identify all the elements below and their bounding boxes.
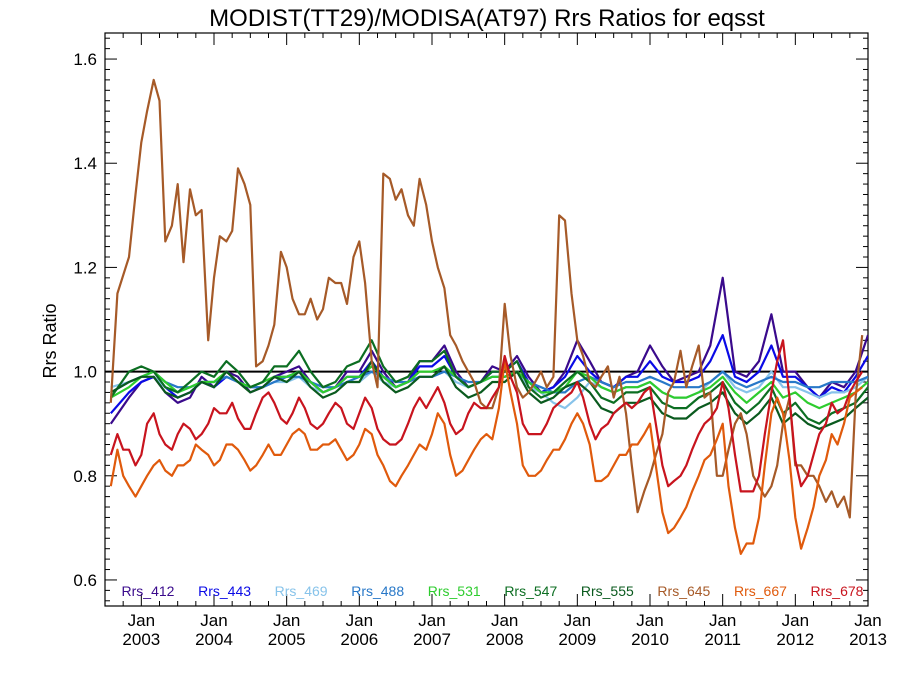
legend-entry-rrs-531: Rrs_531 [428, 583, 481, 599]
x-tick-label-year: 2012 [776, 630, 814, 649]
legend-entry-rrs-555: Rrs_555 [581, 583, 634, 599]
axis-ticks: 0.60.81.01.21.41.6Jan2003Jan2004Jan2005J… [73, 33, 887, 649]
y-tick-label: 1.4 [73, 154, 97, 173]
x-tick-label-month: Jan [273, 611, 300, 630]
plot-frame [104, 32, 869, 607]
x-tick-label-year: 2010 [631, 630, 669, 649]
x-tick-label-year: 2003 [122, 630, 160, 649]
series-line-rrs-547 [109, 339, 868, 425]
x-tick-label-month: Jan [346, 611, 373, 630]
x-tick-label-month: Jan [491, 611, 518, 630]
series-lines [109, 78, 868, 556]
series-line-rrs-678 [109, 339, 864, 493]
x-tick-label-year: 2011 [704, 630, 741, 649]
legend-entry-rrs-678: Rrs_678 [811, 583, 864, 599]
x-tick-label-year: 2008 [486, 630, 524, 649]
chart-title: MODIST(TT29)/MODISA(AT97) Rrs Ratios for… [209, 5, 765, 32]
x-tick-label-month: Jan [782, 611, 809, 630]
x-tick-label-month: Jan [128, 611, 155, 630]
legend-entry-rrs-547: Rrs_547 [504, 583, 557, 599]
x-tick-label-year: 2007 [413, 630, 451, 649]
x-tick-label-year: 2009 [558, 630, 596, 649]
x-tick-label-month: Jan [636, 611, 663, 630]
legend-entry-rrs-412: Rrs_412 [122, 583, 175, 599]
y-tick-label: 1.6 [73, 50, 97, 69]
y-tick-label: 1.2 [73, 258, 97, 277]
y-tick-label: 0.6 [73, 571, 97, 590]
x-tick-label-month: Jan [418, 611, 445, 630]
x-tick-label-year: 2005 [268, 630, 306, 649]
x-tick-label-month: Jan [854, 611, 881, 630]
x-tick-label-year: 2004 [195, 630, 233, 649]
legend-entry-rrs-443: Rrs_443 [198, 583, 251, 599]
series-line-rrs-645 [109, 78, 864, 519]
y-axis-label: Rrs Ratio [40, 303, 60, 378]
series-line-rrs-412 [109, 276, 868, 425]
x-tick-label-year: 2013 [849, 630, 887, 649]
x-tick-label-month: Jan [709, 611, 736, 630]
legend-entry-rrs-667: Rrs_667 [734, 583, 787, 599]
y-tick-label: 1.0 [73, 363, 97, 382]
x-tick-label-year: 2006 [340, 630, 378, 649]
legend-entry-rrs-488: Rrs_488 [351, 583, 404, 599]
y-tick-label: 0.8 [73, 467, 97, 486]
series-line-rrs-667 [109, 360, 863, 556]
legend-entry-rrs-469: Rrs_469 [275, 583, 328, 599]
legend: Rrs_412 Rrs_443 Rrs_469 Rrs_488 Rrs_531 Rrs_5… [122, 583, 864, 599]
legend-entry-rrs-645: Rrs_645 [657, 583, 710, 599]
series-line-rrs-531 [110, 365, 868, 410]
x-tick-label-month: Jan [200, 611, 227, 630]
x-tick-label-month: Jan [564, 611, 591, 630]
